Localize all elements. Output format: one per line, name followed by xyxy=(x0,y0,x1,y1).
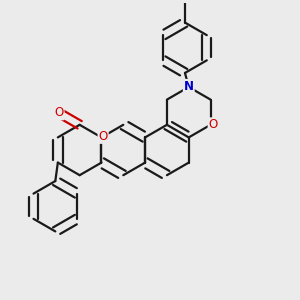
Text: O: O xyxy=(98,130,108,143)
Text: O: O xyxy=(54,106,64,119)
Text: N: N xyxy=(184,80,194,93)
Text: O: O xyxy=(208,118,218,131)
